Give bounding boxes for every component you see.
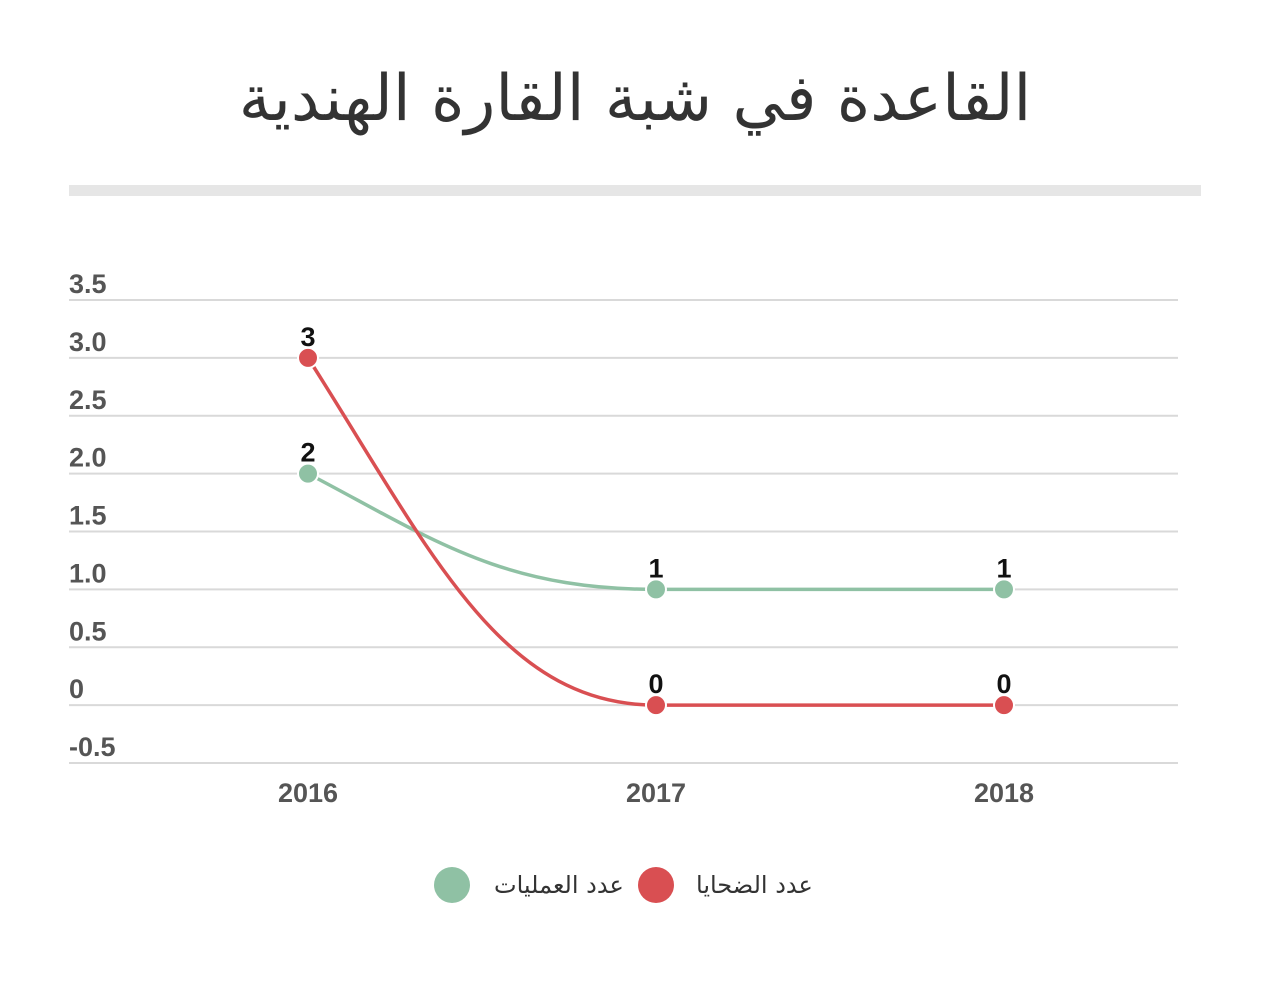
y-tick-label: 2.5 — [69, 385, 107, 415]
gridlines — [69, 299, 1178, 764]
title-divider — [69, 185, 1201, 196]
data-point — [297, 346, 319, 369]
data-label: 1 — [648, 553, 663, 583]
data-point — [993, 694, 1015, 717]
data-labels: 2 1 1 3 0 0 — [300, 322, 1011, 699]
y-tick-label: 0.5 — [69, 616, 107, 646]
x-tick-label: 2018 — [974, 778, 1034, 808]
chart-title: القاعدة في شبة القارة الهندية — [238, 62, 1032, 136]
data-label: 3 — [300, 322, 315, 352]
x-tick-label: 2016 — [278, 778, 338, 808]
series-line — [306, 356, 1004, 707]
y-tick-label: 3.5 — [69, 269, 107, 299]
legend-swatch — [434, 867, 470, 903]
y-tick-label: 1.5 — [69, 501, 107, 531]
data-point — [993, 578, 1015, 601]
legend-swatch — [638, 867, 674, 903]
data-label: 0 — [996, 669, 1011, 699]
legend-label: عدد الضحايا — [696, 871, 813, 899]
series-line — [307, 472, 1004, 592]
series-points — [297, 346, 1015, 717]
data-point — [645, 578, 667, 601]
legend: عدد الضحايا عدد العمليات — [434, 867, 813, 903]
y-tick-label: 0 — [69, 674, 84, 704]
series-lines — [306, 356, 1004, 707]
y-tick-label: 3.0 — [69, 327, 107, 357]
y-tick-label: 2.0 — [69, 443, 107, 473]
y-tick-label: 1.0 — [69, 558, 107, 588]
data-label: 0 — [648, 669, 663, 699]
data-label: 2 — [300, 438, 315, 468]
y-tick-label: -0.5 — [69, 732, 116, 762]
x-axis-ticks: 2016 2017 2018 — [278, 778, 1034, 808]
data-point — [645, 694, 667, 717]
x-tick-label: 2017 — [626, 778, 686, 808]
y-axis-ticks: 3.5 3.0 2.5 2.0 1.5 1.0 0.5 0 -0.5 — [69, 269, 116, 762]
data-point — [297, 462, 319, 485]
data-label: 1 — [996, 553, 1011, 583]
legend-label: عدد العمليات — [494, 871, 624, 899]
